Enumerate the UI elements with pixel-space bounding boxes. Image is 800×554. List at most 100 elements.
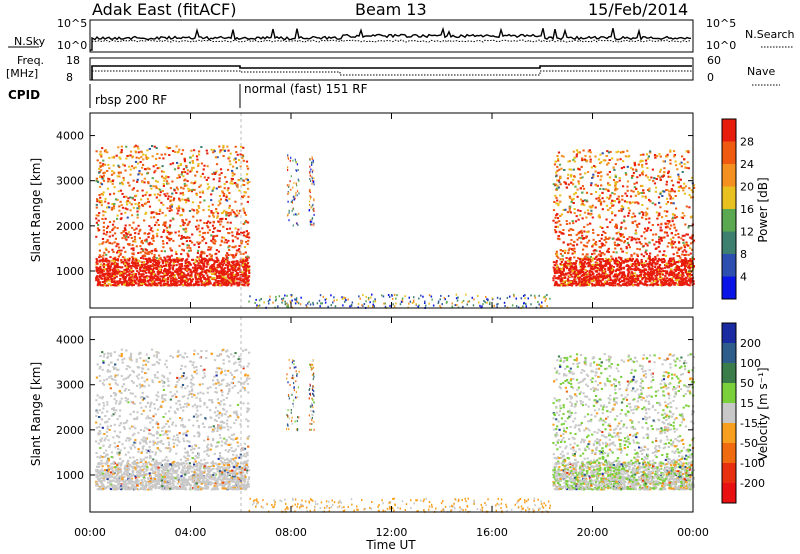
data-point bbox=[609, 277, 612, 280]
data-point bbox=[687, 167, 690, 170]
data-point bbox=[594, 264, 597, 266]
data-point bbox=[206, 259, 209, 262]
data-point bbox=[134, 273, 138, 276]
data-point bbox=[160, 250, 163, 253]
data-point bbox=[247, 280, 250, 283]
data-point bbox=[688, 206, 691, 209]
data-point bbox=[148, 250, 151, 253]
data-point bbox=[659, 226, 662, 229]
data-point bbox=[604, 276, 608, 279]
data-point bbox=[130, 269, 133, 271]
data-point bbox=[186, 198, 189, 201]
data-point bbox=[687, 275, 690, 278]
data-point bbox=[189, 268, 192, 271]
data-point bbox=[129, 154, 132, 157]
data-point bbox=[100, 259, 104, 262]
data-point bbox=[673, 283, 676, 286]
data-point bbox=[235, 264, 238, 266]
data-point bbox=[132, 221, 135, 224]
data-point bbox=[175, 278, 178, 281]
data-point bbox=[567, 183, 570, 186]
data-point bbox=[136, 189, 139, 192]
data-point bbox=[615, 151, 618, 154]
data-point bbox=[565, 257, 568, 259]
data-point bbox=[681, 250, 684, 253]
data-point bbox=[130, 247, 133, 250]
data-point bbox=[557, 277, 560, 280]
data-point bbox=[226, 261, 229, 264]
data-point bbox=[153, 267, 156, 270]
data-point bbox=[654, 274, 657, 277]
data-point bbox=[133, 276, 136, 279]
nsearch-tick-top: 10^5 bbox=[706, 17, 736, 30]
data-point bbox=[116, 258, 120, 261]
data-point bbox=[668, 194, 671, 197]
data-point bbox=[203, 277, 206, 280]
data-point bbox=[244, 268, 248, 271]
data-point bbox=[197, 277, 201, 280]
data-point bbox=[608, 284, 611, 287]
data-point bbox=[159, 208, 162, 211]
data-point bbox=[632, 212, 635, 215]
data-point bbox=[658, 212, 661, 215]
data-point bbox=[563, 281, 566, 284]
data-point bbox=[117, 164, 120, 167]
data-point bbox=[234, 161, 238, 164]
data-point bbox=[689, 263, 692, 266]
data-point bbox=[225, 214, 228, 217]
data-point bbox=[674, 270, 678, 272]
data-point bbox=[222, 269, 225, 272]
data-point bbox=[641, 173, 644, 176]
data-point bbox=[181, 220, 184, 222]
data-point bbox=[567, 160, 570, 163]
data-point bbox=[559, 263, 562, 265]
data-point bbox=[192, 270, 195, 273]
data-point bbox=[152, 263, 155, 266]
data-point bbox=[167, 197, 170, 200]
data-point bbox=[224, 258, 228, 261]
data-point bbox=[599, 178, 602, 181]
data-point bbox=[121, 192, 124, 195]
data-point bbox=[164, 177, 167, 180]
data-point bbox=[686, 273, 689, 276]
data-point bbox=[604, 236, 607, 239]
data-point bbox=[595, 197, 598, 200]
data-point bbox=[160, 279, 163, 282]
data-point bbox=[215, 256, 218, 259]
data-point bbox=[150, 227, 153, 230]
station-title: Adak East (fitACF) bbox=[92, 0, 236, 19]
data-point bbox=[236, 186, 239, 189]
data-point bbox=[206, 274, 209, 277]
data-point bbox=[205, 179, 208, 181]
data-point bbox=[96, 159, 99, 162]
data-point bbox=[138, 205, 141, 208]
data-point bbox=[688, 284, 691, 287]
data-point bbox=[124, 227, 127, 230]
data-point bbox=[122, 163, 125, 166]
data-point bbox=[214, 269, 217, 272]
data-point bbox=[199, 184, 202, 187]
data-point bbox=[109, 193, 112, 196]
data-point bbox=[244, 270, 247, 273]
data-point bbox=[246, 178, 249, 181]
data-point bbox=[201, 258, 205, 261]
data-point bbox=[206, 231, 210, 234]
data-point bbox=[579, 231, 582, 233]
data-point bbox=[244, 251, 247, 254]
data-point bbox=[123, 268, 126, 271]
data-point bbox=[98, 194, 101, 196]
data-point bbox=[562, 268, 565, 270]
data-point bbox=[168, 256, 172, 259]
data-point bbox=[234, 215, 237, 218]
data-point bbox=[608, 236, 611, 239]
data-point bbox=[129, 233, 132, 236]
data-point bbox=[196, 219, 199, 222]
data-point bbox=[152, 276, 155, 279]
data-point bbox=[106, 263, 109, 266]
data-point bbox=[679, 260, 682, 263]
data-point bbox=[229, 152, 232, 155]
data-point bbox=[553, 264, 556, 267]
data-point bbox=[683, 182, 686, 185]
data-point bbox=[187, 187, 190, 190]
data-point bbox=[631, 268, 634, 271]
